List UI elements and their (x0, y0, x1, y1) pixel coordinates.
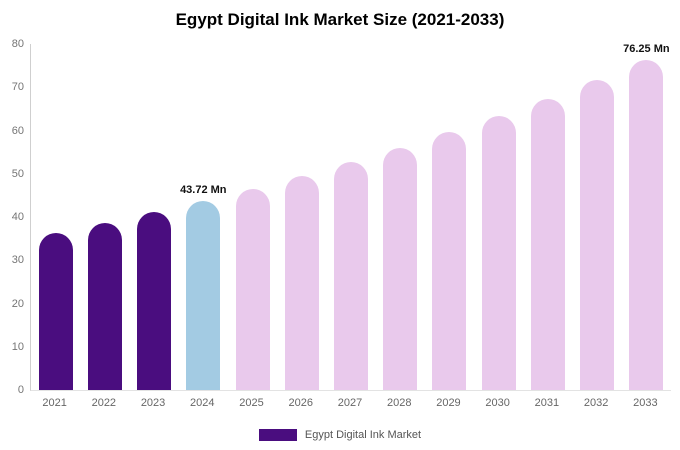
x-label-2031: 2031 (534, 397, 560, 409)
legend-label: Egypt Digital Ink Market (304, 429, 422, 441)
y-tick-label: 0 (17, 384, 24, 396)
bar-2026 (284, 175, 319, 390)
y-tick-label: 60 (11, 124, 24, 137)
bar-2021 (38, 233, 73, 390)
x-label-2030: 2030 (485, 397, 510, 409)
x-label-2029: 2029 (436, 397, 461, 409)
x-label-2022: 2022 (91, 397, 117, 409)
y-tick-label: 80 (11, 38, 24, 50)
x-label-2024: 2024 (190, 397, 215, 409)
bar-2027 (334, 162, 368, 390)
bar-2022 (87, 223, 122, 390)
bar-2025 (235, 188, 270, 390)
y-tick-label: 40 (11, 211, 24, 223)
x-label-2033: 2033 (633, 397, 658, 409)
y-tick-label: 70 (11, 81, 24, 94)
bar-2028 (383, 147, 418, 390)
bar-2031 (530, 98, 565, 390)
legend-item[interactable]: Egypt Digital Ink Market (0, 429, 680, 441)
bar-2033 (629, 60, 664, 390)
x-label-2026: 2026 (288, 397, 313, 409)
x-axis: 2021 2022 2023 2024 2025 2026 2027 2028 2029 2030… (30, 396, 670, 412)
value-label-2024: 43.72 Mn (180, 183, 227, 196)
y-tick-label: 10 (11, 340, 24, 353)
plot-area: 43.72 Mn 76.25 Mn (30, 43, 671, 391)
x-label-2025: 2025 (239, 397, 264, 409)
y-tick-label: 50 (11, 167, 24, 180)
y-tick-label: 20 (11, 297, 24, 310)
x-label-2032: 2032 (583, 397, 609, 409)
y-axis: 0 10 20 30 40 50 60 70 80 (0, 38, 26, 396)
chart-title: Egypt Digital Ink Market Size (2021-2033… (175, 10, 505, 29)
bar-2032 (580, 79, 615, 390)
x-label-2028: 2028 (386, 397, 412, 409)
legend-swatch-icon (258, 429, 297, 441)
x-label-2023: 2023 (140, 397, 166, 409)
y-tick-label: 30 (11, 254, 24, 267)
x-label-2027: 2027 (337, 397, 363, 409)
x-label-2021: 2021 (42, 397, 67, 409)
bar-2030 (481, 115, 516, 390)
value-label-2033: 76.25 Mn (623, 43, 670, 56)
bar-2023 (137, 212, 172, 390)
bar-2029 (432, 132, 467, 390)
bar-2024 (186, 200, 221, 390)
